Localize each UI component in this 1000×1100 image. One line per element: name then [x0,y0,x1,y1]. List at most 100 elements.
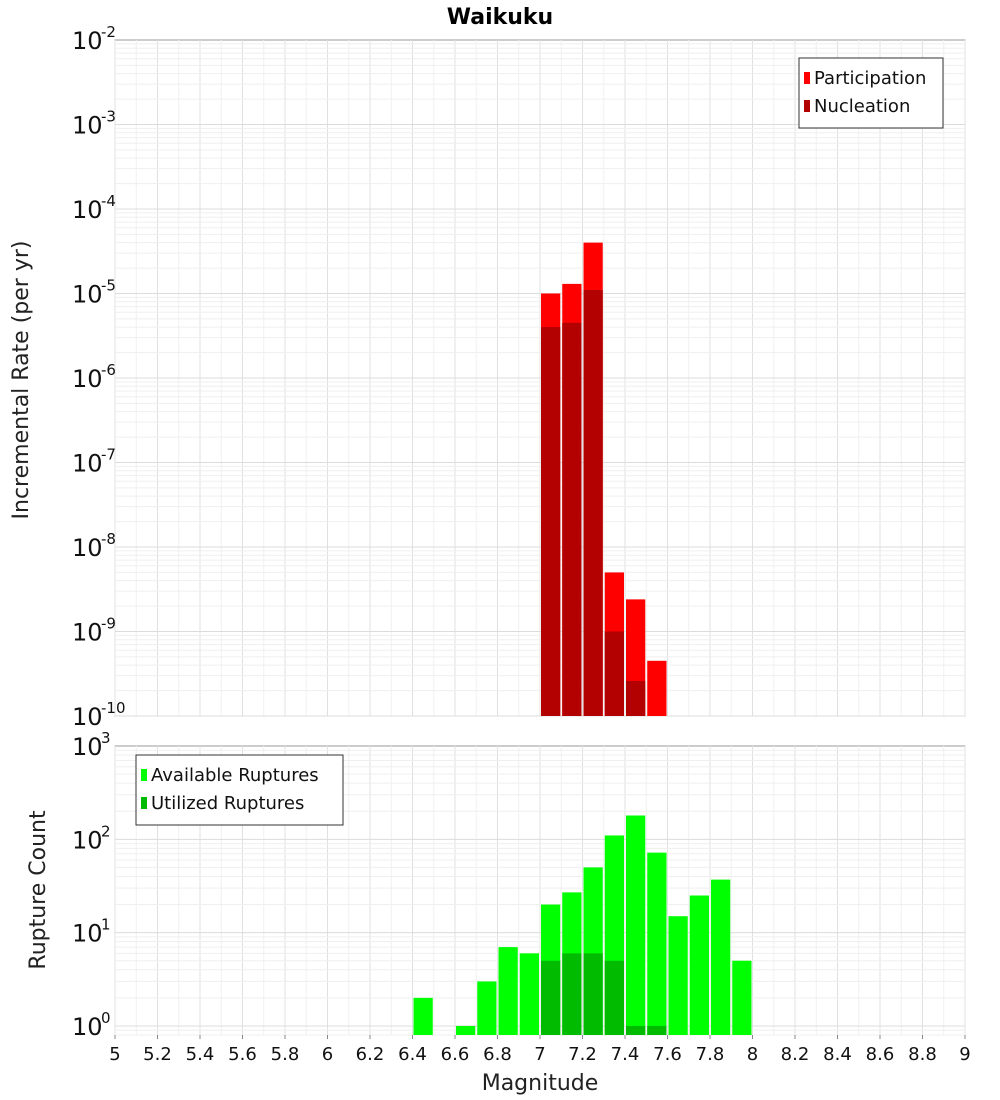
bar-available-ruptures [498,947,518,1035]
legend-box [135,754,344,826]
x-tick-label: 6.6 [441,1044,470,1065]
bar-overlay-nucleation [604,631,624,716]
svg-text:-6: -6 [101,361,116,379]
bar-available-ruptures [668,916,688,1035]
x-axis-title: Magnitude [482,1071,599,1096]
x-tick-label: 8.2 [781,1044,810,1065]
x-tick-label: 5.6 [228,1044,257,1065]
y-tick-label: 102 [72,822,111,854]
svg-text:-7: -7 [101,446,116,464]
bar-participation [647,660,667,716]
bar-available-ruptures [413,997,433,1035]
bar-available-ruptures [456,1025,476,1035]
svg-text:-3: -3 [101,108,116,126]
svg-text:10: 10 [72,112,103,140]
legend-box [798,57,944,129]
x-tick-label: 5.2 [143,1044,172,1065]
x-tick-label: 5.8 [271,1044,300,1065]
svg-text:-4: -4 [101,192,116,210]
bottom-grid [114,746,966,1036]
svg-text:10: 10 [72,1013,103,1041]
y-tick-label: 10-6 [72,361,116,393]
x-tick-label: 5.4 [186,1044,215,1065]
svg-text:10: 10 [72,281,103,309]
svg-text:-8: -8 [101,530,116,548]
y-tick-label: 10-3 [72,108,116,140]
bar-overlay-utilized-ruptures [583,953,603,1035]
x-tick-label: 7.6 [653,1044,682,1065]
y-tick-label: 10-9 [72,615,116,647]
svg-text:10: 10 [72,703,103,731]
svg-text:10: 10 [72,450,103,478]
svg-text:1: 1 [101,916,111,934]
bar-available-ruptures [626,815,646,1035]
bottom-y-axis-title: Rupture Count [26,810,51,970]
bar-overlay-utilized-ruptures [604,960,624,1035]
x-tick-label: 8.8 [908,1044,937,1065]
svg-text:10: 10 [72,619,103,647]
legend-label: Utilized Ruptures [151,793,304,814]
x-tick-label: 6 [322,1044,333,1065]
svg-text:10: 10 [72,365,103,393]
bar-available-ruptures [711,879,731,1035]
svg-text:3: 3 [101,729,111,747]
x-tick-label: 9 [959,1044,970,1065]
top-grid [114,40,966,717]
svg-text:10: 10 [72,920,103,948]
x-tick-label: 7.4 [611,1044,640,1065]
x-tick-label: 8.4 [823,1044,852,1065]
bar-overlay-utilized-ruptures [562,953,582,1035]
bar-available-ruptures [647,852,667,1035]
x-tick-label: 8 [747,1044,758,1065]
bar-overlay-nucleation [562,322,582,716]
svg-text:-2: -2 [101,23,116,41]
legend-swatch [804,100,810,112]
svg-text:0: 0 [101,1009,111,1027]
bottom-bars [413,815,752,1035]
x-tick-label: 7.8 [696,1044,725,1065]
svg-text:10: 10 [72,826,103,854]
x-tick-label: 8.6 [866,1044,895,1065]
top-y-ticks: 10-210-310-410-510-610-710-810-910-10 [72,23,126,731]
svg-text:10: 10 [72,196,103,224]
y-tick-label: 103 [72,729,111,761]
bottom-legend: Available Ruptures Utilized Ruptures [135,754,344,826]
x-tick-label: 5 [109,1044,120,1065]
x-tick-label: 7.2 [568,1044,597,1065]
x-tick-label: 7 [534,1044,545,1065]
svg-text:-9: -9 [101,615,116,633]
bar-overlay-nucleation [541,327,561,716]
bar-available-ruptures [519,953,539,1035]
bar-available-ruptures [732,960,752,1035]
legend-label: Available Ruptures [151,765,319,786]
legend-label: Nucleation [814,96,910,117]
svg-text:-10: -10 [101,699,126,717]
y-tick-label: 10-4 [72,192,116,224]
x-tick-label: 6.2 [356,1044,385,1065]
legend-swatch [141,769,147,781]
y-tick-label: 10-8 [72,530,116,562]
svg-text:10: 10 [72,27,103,55]
y-tick-label: 10-7 [72,446,116,478]
x-tick-labels: 5 5.2 5.4 5.6 5.8 6 6.2 6.4 6.6 6.8 7 7.2 7.4 7.6 7.8 8… [109,1035,971,1065]
legend-swatch [804,72,810,84]
svg-text:-5: -5 [101,277,116,295]
x-tick-label: 6.8 [483,1044,512,1065]
bar-available-ruptures [689,895,709,1035]
bar-overlay-nucleation [583,290,603,716]
y-tick-label: 10-2 [72,23,116,55]
bar-overlay-utilized-ruptures [626,1025,646,1035]
y-tick-label: 101 [72,916,111,948]
top-legend: Participation Nucleation [798,57,944,129]
svg-text:2: 2 [101,822,111,840]
top-plot-area: 10-210-310-410-510-610-710-810-910-10 In… [9,23,966,731]
y-tick-label: 10-10 [72,699,126,731]
y-tick-label: 10-5 [72,277,116,309]
svg-text:10: 10 [72,733,103,761]
bar-overlay-utilized-ruptures [647,1025,667,1035]
bar-overlay-utilized-ruptures [541,960,561,1035]
bar-overlay-nucleation [626,680,646,716]
